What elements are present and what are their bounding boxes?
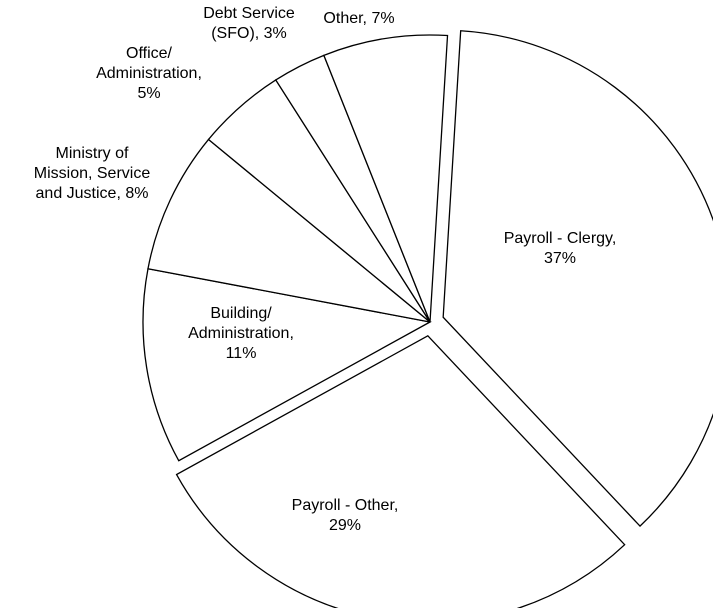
slice-label-line: Administration, — [188, 325, 294, 342]
pie-slice-4 — [147, 138, 431, 323]
slice-label-7: Other, 7% — [323, 10, 394, 27]
pie-slice-1 — [442, 30, 713, 528]
slice-label-line: 29% — [329, 517, 361, 534]
slice-label-line: 5% — [137, 85, 160, 102]
slice-label-line: Payroll - Clergy, — [504, 230, 617, 247]
slice-label-line: Ministry of — [56, 145, 129, 162]
pie-slice-2 — [175, 335, 626, 608]
pie-slices — [142, 30, 713, 608]
pie-slice-7 — [323, 34, 449, 323]
slice-label-line: Payroll - Other, — [292, 497, 399, 514]
slice-label-3: Building/Administration, 11% — [188, 305, 294, 362]
slice-label-5: Office/Administration, 5% — [96, 45, 202, 102]
slice-label-line: 11% — [226, 345, 257, 362]
slice-label-line: (SFO), 3% — [211, 25, 287, 42]
slice-label-4: Ministry of Mission, Service and Justice, … — [34, 145, 151, 202]
slice-label-line: Debt Service — [203, 5, 295, 22]
slice-label-line: Office/ — [126, 45, 173, 62]
slice-label-6: Debt Service (SFO), 3% — [203, 5, 295, 42]
slice-label-2: Payroll - Other, 29% — [292, 497, 399, 534]
slice-label-1: Payroll - Clergy, 37% — [504, 230, 617, 267]
pie-labels: Payroll - Clergy, 37% Payroll - Other, 29% B… — [34, 5, 617, 534]
slice-label-line: Administration, — [96, 65, 202, 82]
pie-slice-3 — [142, 267, 432, 462]
slice-label-line: Other, 7% — [323, 10, 394, 27]
slice-label-line: 37% — [544, 250, 576, 267]
slice-label-line: Mission, Service — [34, 165, 151, 182]
slice-label-line: and Justice, 8% — [36, 185, 149, 202]
slice-label-line: Building/ — [210, 305, 272, 322]
